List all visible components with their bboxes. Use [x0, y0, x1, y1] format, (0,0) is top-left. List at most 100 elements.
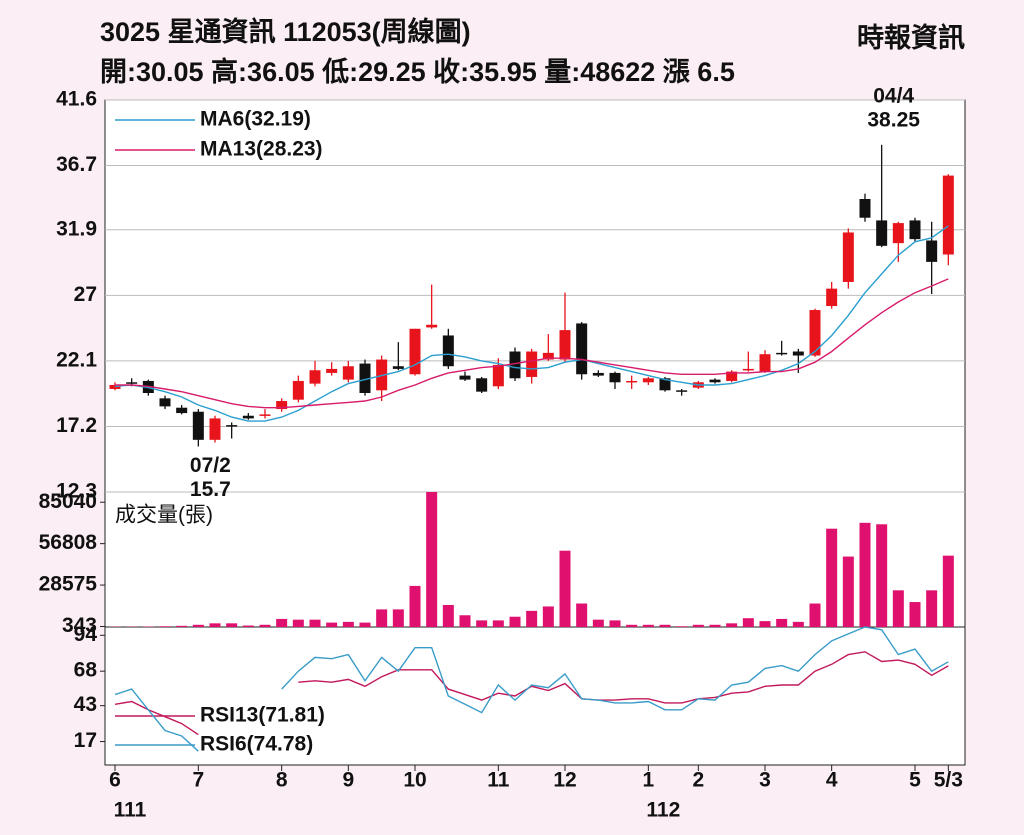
candle-body: [792, 351, 804, 356]
x-year-label: 111: [114, 799, 147, 822]
volume-bar: [642, 624, 654, 627]
y-tick-label: 56808: [39, 531, 98, 554]
volume-bar: [609, 620, 621, 627]
candle-body: [842, 232, 854, 282]
candle-body: [892, 223, 904, 244]
volume-bar: [159, 626, 171, 627]
volume-bar: [942, 555, 954, 627]
x-tick-label: 8: [276, 769, 288, 792]
y-tick-label: 43: [74, 693, 97, 716]
volume-bar: [259, 624, 271, 627]
y-tick-label: 17.2: [56, 414, 97, 437]
candle-body: [626, 380, 638, 383]
volume-bar: [426, 492, 438, 627]
annotation-value: 38.25: [867, 108, 920, 131]
candle-body: [359, 363, 371, 393]
candle-body: [292, 380, 304, 400]
candle-body: [192, 411, 204, 440]
volume-bar: [842, 556, 854, 627]
y-tick-label: 94: [74, 623, 98, 646]
volume-bar: [742, 618, 754, 627]
candle-body: [659, 378, 671, 391]
candle-body: [242, 415, 254, 419]
volume-bar: [709, 624, 721, 627]
candle-body: [859, 199, 871, 218]
candle-body: [942, 175, 954, 255]
volume-bar: [509, 616, 521, 627]
candle-body: [442, 335, 454, 367]
volume-bar: [526, 610, 538, 627]
volume-bar: [409, 585, 421, 627]
candle-body: [759, 354, 771, 372]
volume-bar: [492, 620, 504, 627]
candle-body: [576, 323, 588, 375]
volume-bar: [242, 625, 254, 627]
volume-bar: [726, 623, 738, 627]
y-tick-label: 343: [62, 614, 97, 637]
candle-body: [476, 378, 488, 392]
x-tick-label: 3: [759, 769, 771, 792]
volume-bar: [309, 619, 321, 627]
volume-bar: [392, 609, 404, 627]
volume-bar: [209, 623, 221, 627]
annotation-date: 04/4: [873, 84, 914, 107]
candle-body: [342, 366, 354, 380]
legend-label: RSI13(71.81): [200, 704, 325, 727]
candle-body: [276, 401, 288, 410]
volume-bar: [326, 622, 338, 627]
candle-body: [526, 351, 538, 377]
volume-bar: [276, 618, 288, 627]
x-year-label: 112: [646, 799, 680, 822]
x-tick-label: 11: [487, 769, 510, 792]
y-tick-label: 17: [74, 729, 97, 752]
candle-body: [126, 382, 138, 384]
candle-body: [592, 372, 604, 376]
candle-body: [542, 352, 554, 360]
volume-bar: [626, 624, 638, 627]
volume-bar: [376, 609, 388, 627]
x-tick-label: 6: [109, 769, 121, 792]
x-tick-label: 12: [553, 769, 576, 792]
y-tick-label: 28575: [39, 573, 98, 596]
volume-bar: [359, 622, 371, 627]
volume-bar: [659, 624, 671, 627]
candle-body: [109, 384, 121, 389]
volume-bar: [876, 524, 888, 627]
volume-bar: [692, 624, 704, 627]
candle-body: [609, 372, 621, 383]
candle-body: [909, 220, 921, 240]
y-tick-label: 41.6: [56, 88, 97, 111]
x-tick-label: 1: [642, 769, 654, 792]
legend-label: MA13(28.23): [200, 138, 323, 161]
x-tick-label: 7: [192, 769, 204, 792]
volume-bar: [909, 602, 921, 627]
candle-body: [809, 310, 821, 356]
line: [115, 278, 949, 409]
candle-body: [726, 371, 738, 381]
y-tick-label: 31.9: [56, 217, 97, 240]
volume-bar: [826, 528, 838, 627]
x-tick-label: 10: [403, 769, 426, 792]
volume-bar: [559, 550, 571, 627]
y-tick-label: 12.3: [56, 480, 97, 503]
candle-body: [709, 379, 721, 383]
candle-body: [742, 368, 754, 371]
volume-bar: [292, 619, 304, 627]
volume-bar: [442, 604, 454, 627]
candle-body: [309, 370, 321, 384]
legend-label: RSI6(74.78): [200, 733, 313, 756]
volume-bar: [226, 623, 238, 627]
chart-title: 3025 星通資訊 112053(周線圖): [100, 16, 471, 47]
summary: 開:30.05 高:36.05 低:29.25 收:35.95 量:48622 …: [100, 56, 735, 87]
x-tick-label: 4: [826, 769, 838, 792]
candle-body: [159, 398, 171, 407]
candle-body: [876, 220, 888, 246]
y-tick-label: 68: [74, 659, 98, 682]
candle-body: [409, 328, 421, 375]
candle-body: [559, 330, 571, 360]
candle-body: [259, 414, 271, 416]
volume-bar: [892, 590, 904, 627]
volume-bar: [676, 626, 688, 627]
candle-body: [826, 288, 838, 307]
